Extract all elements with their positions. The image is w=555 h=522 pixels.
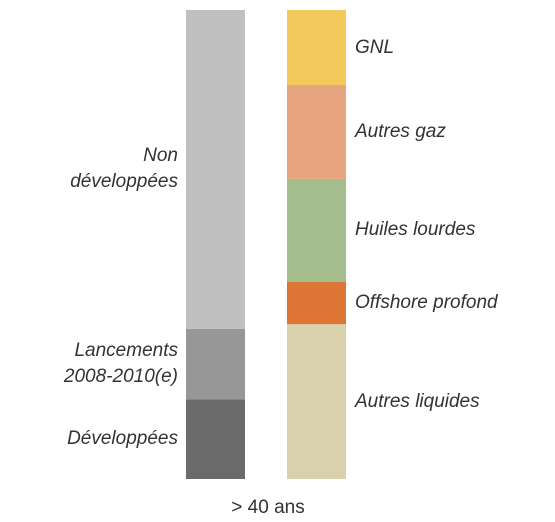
segment-label: Huiles lourdes (355, 219, 476, 241)
segment-label: Lancements 2008-2010(e) (63, 340, 178, 388)
segment-label: Développées (67, 428, 178, 450)
segment-label: Autres gaz (355, 120, 446, 142)
bar-segment (287, 10, 346, 86)
segment-label: Autres liquides (355, 390, 480, 412)
segment-label: Non développées (70, 145, 178, 193)
segment-label: GNL (355, 36, 395, 58)
bar-segment (287, 178, 346, 283)
bar-segment (186, 10, 245, 329)
bar-segment (287, 324, 346, 479)
bar-segment (186, 399, 245, 479)
bar-segment (287, 282, 346, 325)
bar-segment (287, 85, 346, 179)
x-axis-label: > 40 ans (231, 497, 305, 518)
segment-label: Offshore profond (355, 292, 498, 314)
bar-segment (186, 328, 245, 400)
